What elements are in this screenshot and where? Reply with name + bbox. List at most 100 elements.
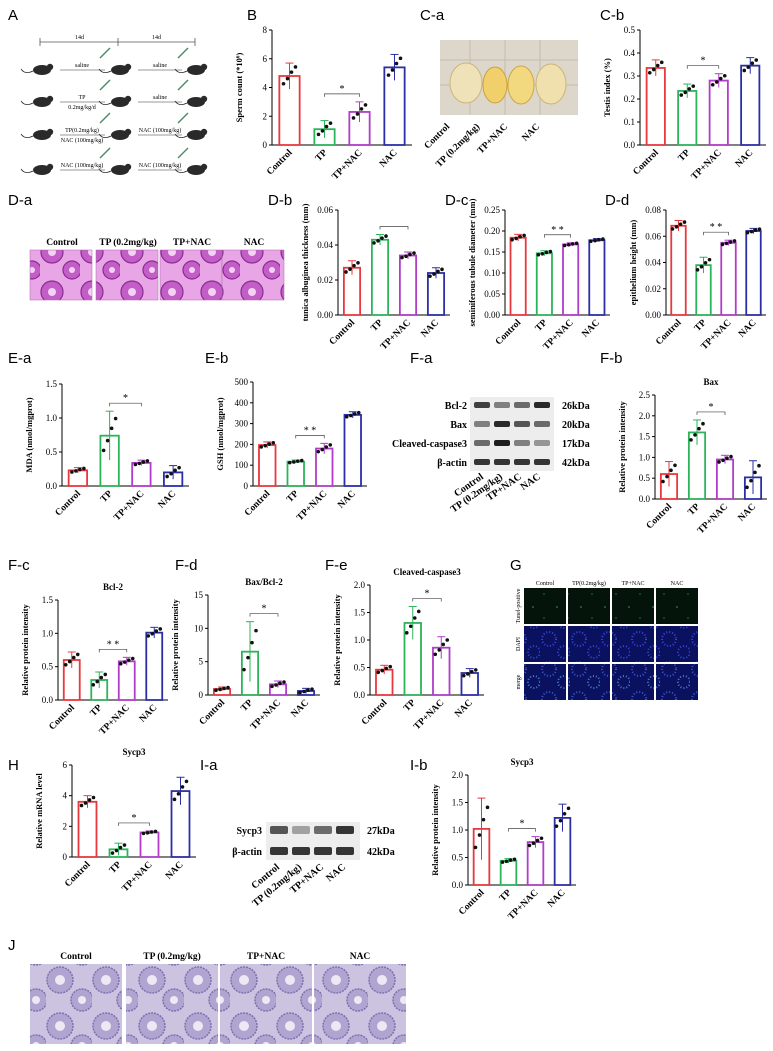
data-point <box>316 449 321 454</box>
y-tick-label: 0.06 <box>645 231 661 241</box>
data-point <box>146 634 151 638</box>
mouse-tail-icon <box>174 168 188 173</box>
data-point <box>601 237 605 241</box>
y-tick-label: 0.5 <box>639 473 651 483</box>
testis-photo-label: TP+NAC <box>476 122 510 156</box>
data-point <box>757 463 761 468</box>
y-tick-label: 0.5 <box>42 662 54 672</box>
data-point <box>514 236 518 241</box>
testis-control-image <box>449 62 483 104</box>
data-point <box>324 124 329 129</box>
y-tick-label: 0.5 <box>452 853 464 863</box>
data-point <box>380 668 385 673</box>
data-point <box>593 238 597 243</box>
blot-band <box>514 459 530 465</box>
mouse-head-icon <box>124 63 132 71</box>
data-point <box>508 858 513 862</box>
ihc-stain-image <box>30 964 122 1044</box>
data-point <box>133 462 138 467</box>
significance-mark: * * <box>551 225 564 236</box>
schematic-left-label: saline <box>75 63 89 69</box>
data-point <box>390 68 395 72</box>
schematic-left-label: TP <box>78 95 86 101</box>
significance-bracket <box>295 435 325 439</box>
data-point <box>436 269 440 274</box>
data-point <box>99 675 104 680</box>
data-point <box>110 851 115 855</box>
data-point <box>109 426 114 431</box>
x-tick-label: TP+NAC <box>507 888 541 922</box>
y-axis-label: Relative protein intensity <box>332 594 342 686</box>
data-point <box>91 683 96 687</box>
x-tick-label: NAC <box>164 860 186 882</box>
data-point <box>263 443 268 448</box>
data-point <box>433 652 438 657</box>
data-point <box>172 797 177 802</box>
testis-photo-label: NAC <box>520 122 542 144</box>
y-tick-label: 1.5 <box>354 608 366 618</box>
data-point <box>440 267 444 272</box>
y-tick-label: 0.2 <box>624 94 635 104</box>
x-tick-label: NAC <box>419 318 441 340</box>
panel-label-db: D-b <box>268 192 292 209</box>
data-point <box>682 220 687 224</box>
y-axis-label: GSH (nmol/mgprot) <box>215 397 225 470</box>
tunel-column-label: Control <box>536 581 555 587</box>
blot-band <box>474 402 490 408</box>
blot-band <box>494 421 510 427</box>
mouse-icon <box>187 130 205 140</box>
data-point <box>729 454 733 459</box>
y-axis-label: epithelium height (mm) <box>628 220 638 306</box>
significance-bracket <box>118 822 150 826</box>
blot-band <box>336 847 354 855</box>
data-point <box>310 687 314 691</box>
data-point <box>254 628 258 633</box>
data-point <box>165 474 169 479</box>
panel-label-fc: F-c <box>8 557 30 574</box>
blot-band <box>534 421 550 427</box>
data-point <box>141 460 146 464</box>
tunel-image <box>524 626 566 662</box>
mouse-tail-icon <box>20 168 34 173</box>
y-tick-label: 1.5 <box>452 798 464 808</box>
chart-Eb: 0 100 200 300 400 500 GSH (nmol/mgprot) Control… <box>215 377 367 523</box>
data-point <box>665 474 669 479</box>
x-tick-label: TP <box>402 698 418 714</box>
panel-label-dc: D-c <box>445 192 469 209</box>
blot-membrane <box>470 397 554 471</box>
data-point <box>562 811 567 816</box>
tunel-image <box>612 664 654 700</box>
x-tick-label: TP+NAC <box>112 489 146 523</box>
significance-bracket <box>412 598 442 602</box>
significance-mark: * <box>123 393 128 404</box>
data-point <box>282 680 286 684</box>
he-image-label: Control <box>46 238 78 248</box>
data-point <box>574 241 579 246</box>
x-tick-label: TP <box>239 698 255 714</box>
tunel-image <box>568 626 610 662</box>
chart-H: 0 2 4 6 Relative mRNA level Sycp3 Control TPTP+… <box>34 747 196 894</box>
data-point <box>473 668 478 672</box>
chart-Fc: 0.0 0.5 1.0 1.5 Relative protein intensity Bc… <box>20 582 168 737</box>
x-tick-label: TP+NAC <box>295 489 329 523</box>
mouse-head-icon <box>124 95 132 103</box>
schematic-left-label: TP(0.2mg/kg) <box>65 127 99 134</box>
tunel-image <box>568 588 610 624</box>
y-tick-label: 0.0 <box>639 494 651 504</box>
y-axis-label: Relative protein intensity <box>20 604 30 696</box>
data-point <box>554 824 559 828</box>
data-point <box>655 63 660 68</box>
mouse-tail-icon <box>98 168 112 173</box>
data-point <box>222 686 226 691</box>
tunel-column-label: TP+NAC <box>621 581 644 587</box>
data-point <box>158 627 163 631</box>
chart-B: 0 2 4 6 8 Sperm count (*10⁶) Control TP TP+NAC NA… <box>234 25 412 182</box>
x-tick-label: Control <box>328 318 358 348</box>
syringe-icon <box>99 47 111 59</box>
mouse-tail-icon <box>20 133 34 138</box>
x-tick-label: TP <box>108 860 124 876</box>
chart-title: Bax <box>703 377 719 387</box>
panel-label-ia: I-a <box>200 757 218 774</box>
